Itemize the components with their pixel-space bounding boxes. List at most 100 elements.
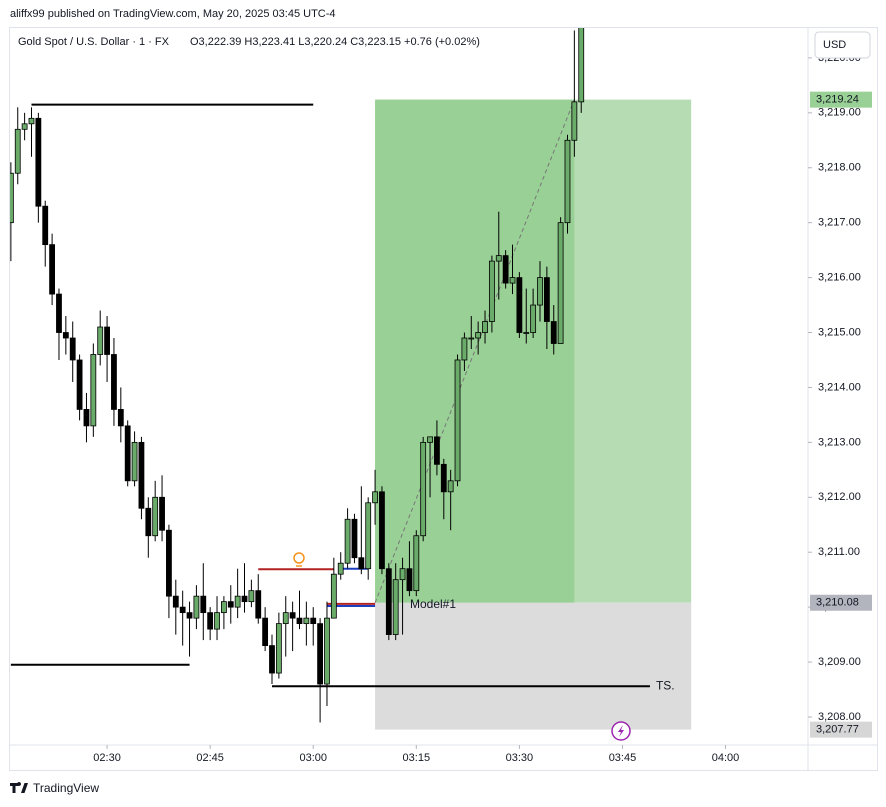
candle-body [317,623,324,685]
candle-body [447,480,454,493]
candle-body [454,359,461,482]
candle-body [482,321,488,333]
candle-body [365,502,372,570]
candle-body [351,518,358,559]
footer: TradingView [33,781,99,795]
candle-body [427,436,433,443]
candle-body [523,332,530,334]
logo [10,782,28,793]
candle-body [117,409,124,427]
publisher: aliffx99 published on TradingView.com, M… [10,8,336,20]
candle-body [124,425,131,482]
candle-body [10,172,14,224]
y-tick-label: 3,214.00 [818,381,861,393]
candle-body [207,612,214,630]
y-tick-label: 3,218.00 [818,162,861,174]
candle-body [372,491,378,504]
candle-body [83,409,90,427]
candle-body [62,332,69,339]
candle-body [337,562,344,575]
candle-body [200,595,207,614]
candle-body [495,255,502,262]
x-tick-label: 03:00 [299,752,327,764]
y-tick-label: 3,213.00 [818,436,861,448]
candle-body [234,595,241,608]
y-tick-label: 3,208.00 [818,711,861,723]
candle-body [227,601,234,608]
candle-body [392,579,399,636]
candle-body [578,28,585,103]
currency[interactable]: USD [823,39,846,51]
candle-body [159,496,165,531]
candle-body [28,117,35,125]
candle-body [76,359,83,410]
candle-body [344,518,351,564]
candle-body [557,222,564,344]
price-tag [810,594,872,611]
candle-body [468,337,475,340]
candle-body [145,507,152,537]
x-tick-label: 03:15 [403,752,431,764]
candle-body [461,337,468,361]
candle-body [90,354,97,427]
stop-zone [375,602,692,730]
candle-body [269,645,275,674]
candle-body [282,612,289,625]
x-tick-label: 04:00 [712,752,740,764]
y-tick-label: 3,216.00 [818,272,861,284]
x-tick-label: 03:30 [506,752,534,764]
candle-body [220,601,227,614]
candle-body [516,277,523,333]
plot-area [10,28,692,730]
y-tick-label: 3,217.00 [818,217,861,229]
candle-body [509,277,516,284]
price-tag-label: 3,210.08 [816,597,859,609]
candle-body [69,337,76,361]
candle-body [550,321,557,344]
candle-body [56,293,62,333]
candle-body [434,436,440,465]
candle-body [399,568,406,581]
candle-body [543,277,550,322]
idea-icon [293,552,305,567]
candle-body [42,205,49,246]
x-tick-label: 03:45 [609,752,637,764]
chart-frame [9,27,878,771]
candle-body [186,612,193,619]
candle-body [275,623,282,674]
candle-body [379,491,385,570]
candle-body [385,568,392,636]
profit-fill [375,99,575,603]
candle-body [324,617,330,685]
candle-body [97,326,104,355]
candle-body [530,304,537,333]
candle-body [193,595,200,619]
candle-body [310,617,317,625]
price-tag-label: 3,219.24 [816,94,859,106]
candle-body [14,128,21,174]
price-tag-label: 3,207.77 [816,724,859,736]
candle-body [571,101,578,141]
candle-body [358,557,365,570]
candle-body [289,612,296,619]
position-path [374,99,575,603]
candle-body [537,277,543,306]
level-label: TS. [656,678,675,692]
candle-body [413,535,420,592]
candle-body [104,326,110,355]
currency-button[interactable] [814,31,871,59]
y-tick-label: 3,209.00 [818,656,861,668]
candle-body [49,244,56,295]
y-tick-label: 3,212.00 [818,491,861,503]
candle-body [248,590,255,603]
candle-body [21,123,28,130]
candle-body [420,441,427,537]
price-tag [810,721,872,738]
candle-body [166,529,172,597]
event-icon[interactable] [611,721,631,741]
candle-body [138,441,145,509]
ohlc: O3,222.39 H3,223.41 L3,220.24 C3,223.15 … [190,36,480,48]
candle-body [475,332,482,339]
candle-body [303,617,310,625]
